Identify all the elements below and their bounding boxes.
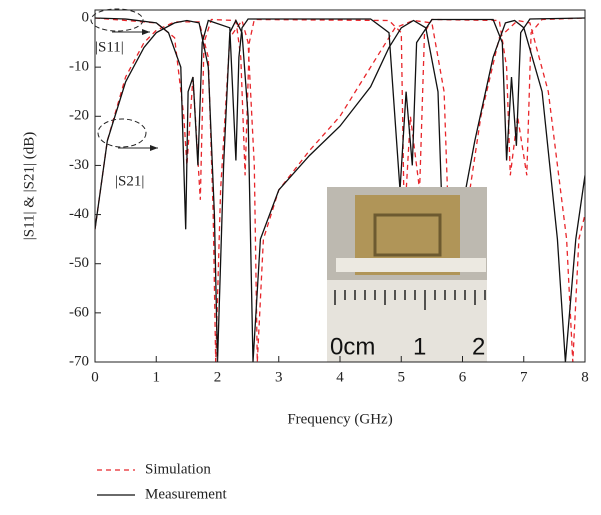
x-tick-label: 4 — [336, 369, 344, 385]
y-tick-label: -50 — [69, 255, 89, 271]
y-tick-label: -10 — [69, 59, 89, 75]
annotation-shapes — [90, 8, 147, 148]
photo-label: 2 — [472, 333, 485, 360]
x-tick-label: 6 — [459, 369, 467, 385]
x-tick-label: 7 — [520, 369, 528, 385]
y-tick-label: 0 — [82, 9, 90, 25]
y-axis-label: |S11| & |S21| (dB) — [21, 132, 37, 241]
annotation: |S11| — [95, 39, 124, 55]
annotation: |S21| — [115, 173, 144, 189]
curve — [95, 17, 585, 225]
x-axis-label: Frequency (GHz) — [287, 411, 392, 427]
x-tick-label: 3 — [275, 369, 283, 385]
legend-label: Simulation — [145, 461, 211, 477]
x-tick-label: 2 — [214, 369, 222, 385]
annotation-arrows — [112, 29, 158, 151]
y-tick-label: -30 — [69, 157, 89, 173]
legend-label: Measurement — [145, 486, 227, 502]
photo-label: 1 — [413, 333, 426, 360]
curve — [95, 19, 585, 362]
curve — [95, 17, 585, 230]
y-tick-label: -60 — [69, 304, 89, 320]
plot-area — [95, 17, 585, 362]
x-tick-label: 8 — [581, 369, 589, 385]
y-tick-label: -20 — [69, 108, 89, 124]
y-tick-label: -70 — [69, 353, 89, 369]
x-tick-label: 0 — [91, 369, 99, 385]
y-tick-label: -40 — [69, 206, 89, 222]
photo-inset: 0cm 1 2 — [327, 187, 487, 362]
x-tick-label: 5 — [398, 369, 406, 385]
photo-label: 0cm — [330, 333, 375, 360]
x-tick-label: 1 — [153, 369, 161, 385]
